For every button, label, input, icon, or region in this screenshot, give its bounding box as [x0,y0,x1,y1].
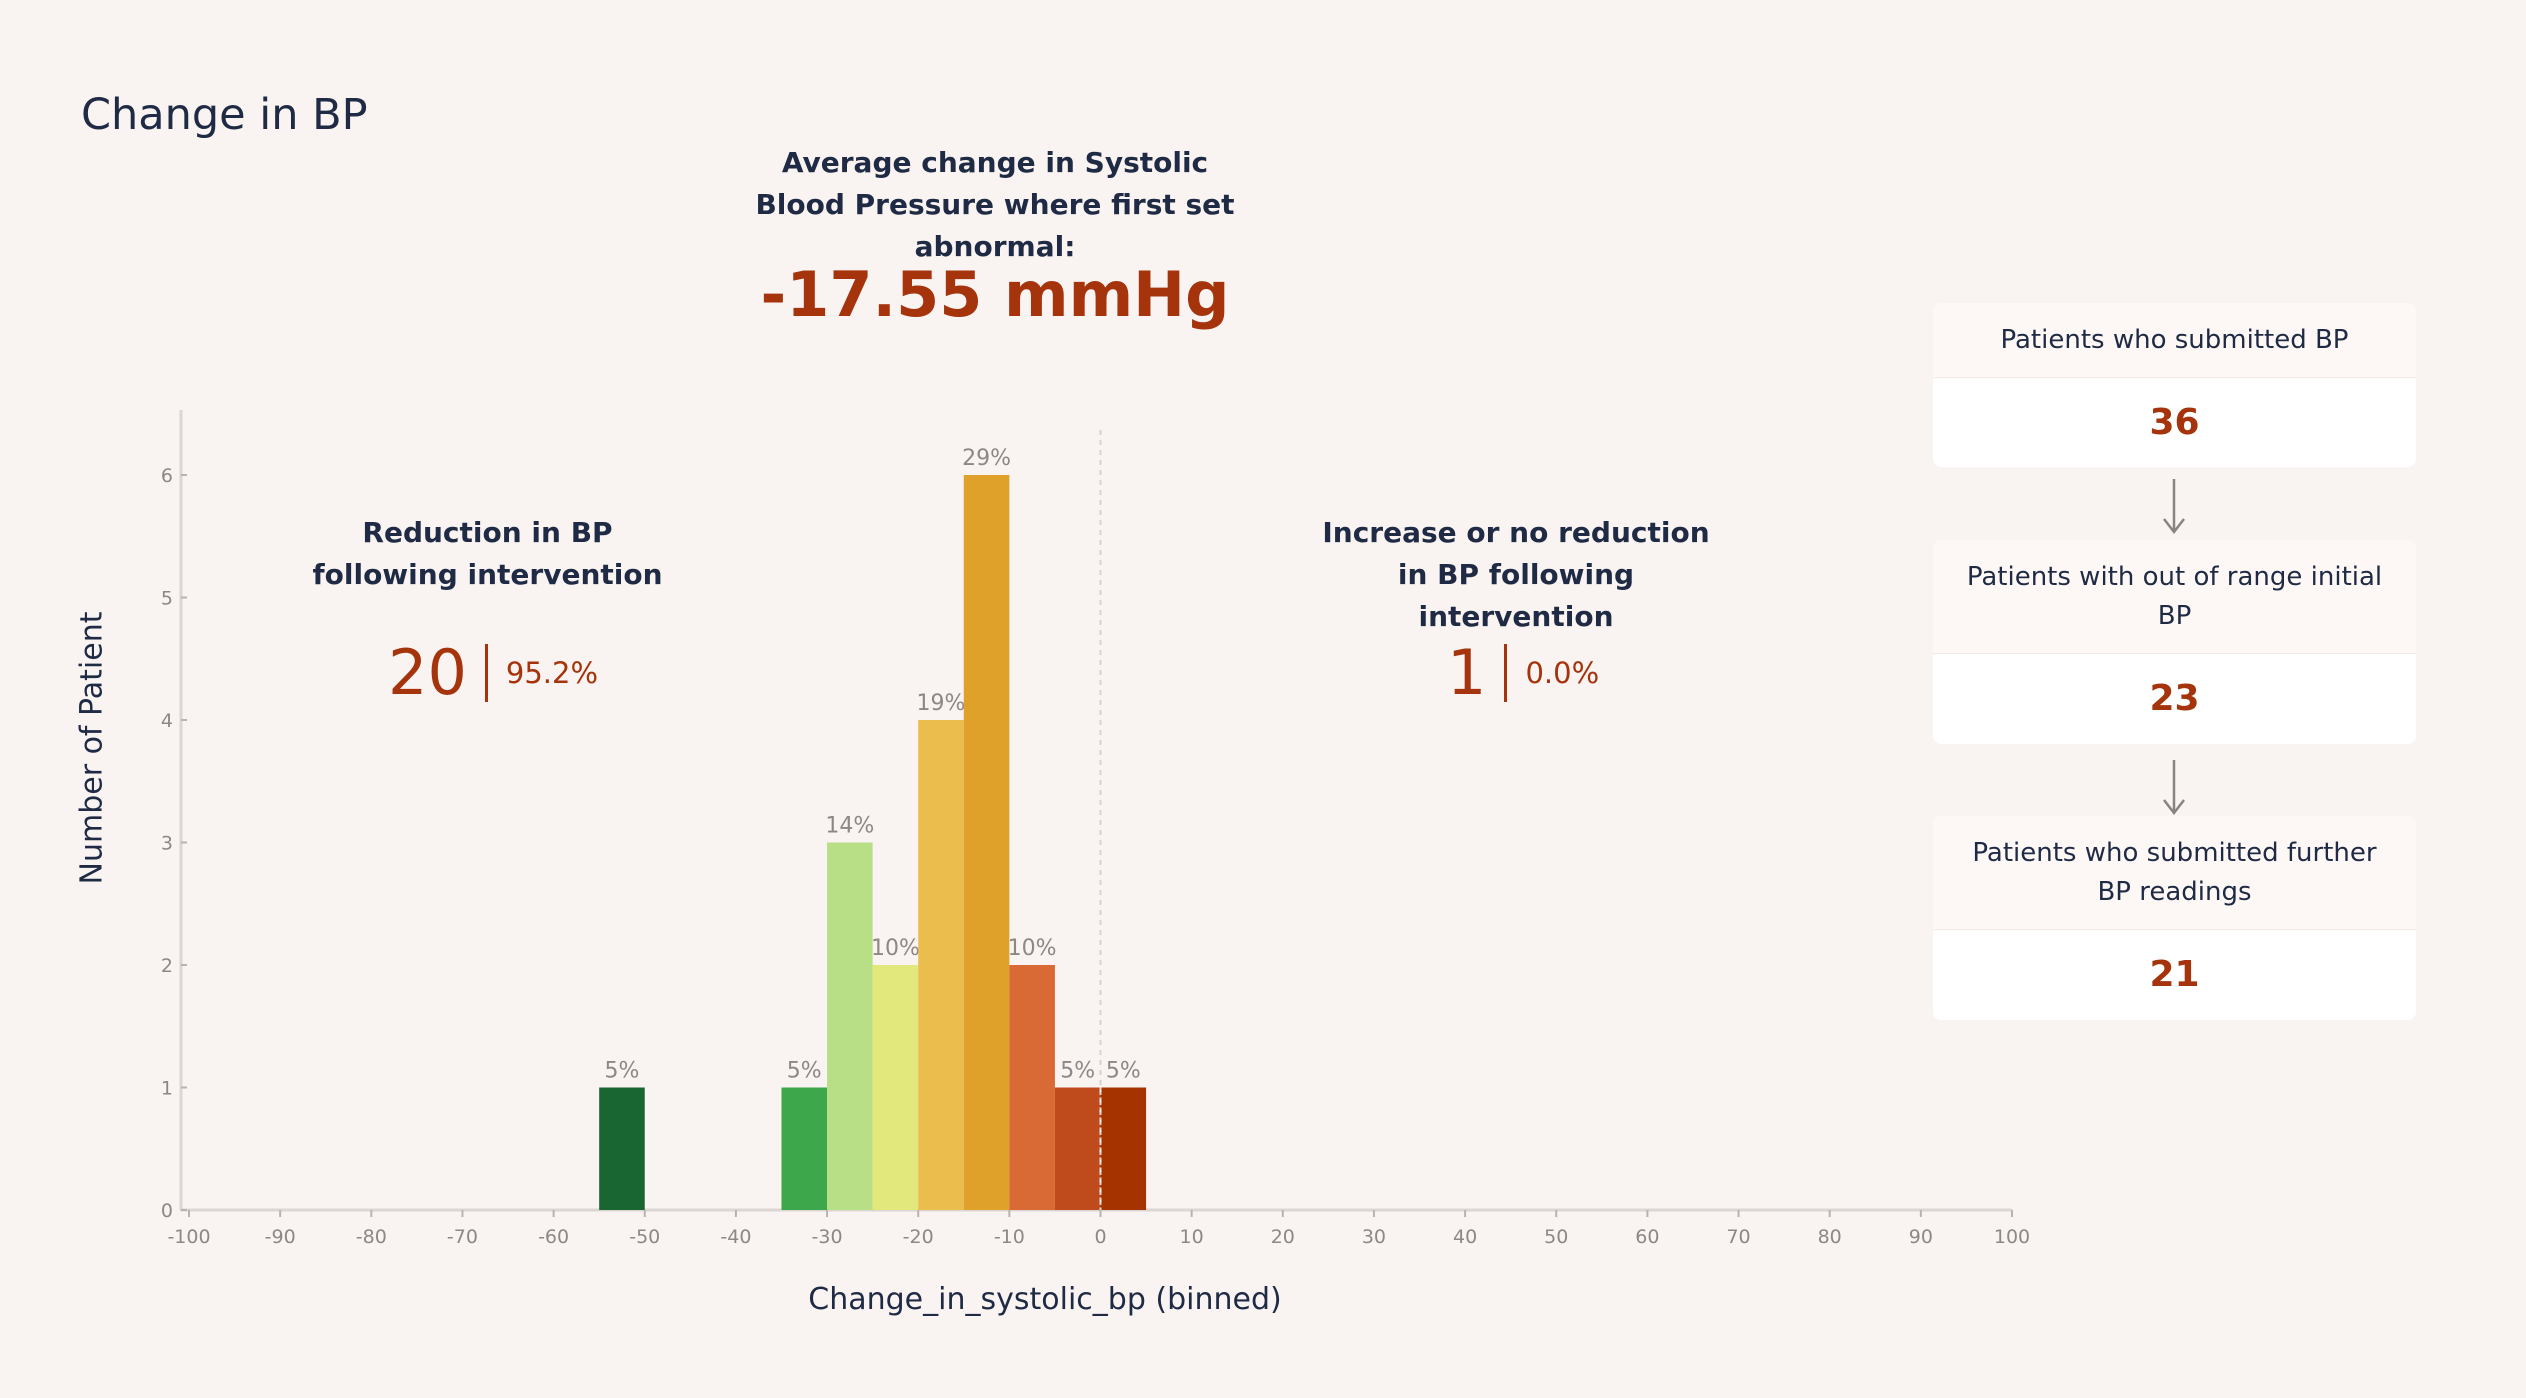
y-tick-label: 0 [161,1200,173,1222]
x-tick-label: 90 [1909,1226,1933,1248]
bar-percent-label: 14% [825,814,874,839]
average-change-label: Average change in Systolic Blood Pressur… [755,146,1235,263]
arrow-down-icon [2163,479,2185,535]
increase-stat: 1 0.0% [1447,636,1599,709]
y-tick-label: 6 [161,465,173,487]
x-tick-label: 30 [1362,1226,1386,1248]
bar-percent-label: 5% [1060,1059,1095,1084]
funnel-card-label: Patients who submitted further BP readin… [1933,816,2416,930]
funnel-card-out-of-range: Patients with out of range initial BP 23 [1933,540,2416,744]
x-tick-label: 50 [1544,1226,1568,1248]
funnel-card-further-readings: Patients who submitted further BP readin… [1933,816,2416,1020]
y-tick-label: 1 [161,1078,173,1100]
x-tick-label: -20 [903,1226,934,1248]
increase-count: 1 [1447,636,1487,709]
x-tick-label: 80 [1818,1226,1842,1248]
bar-percent-label: 5% [787,1059,822,1084]
bar-percent-label: 5% [1106,1059,1141,1084]
funnel-card-label: Patients who submitted BP [1933,303,2416,378]
x-tick-label: -70 [447,1226,478,1248]
histogram-bar [1054,1087,1101,1210]
histogram-bar [781,1087,828,1210]
x-tick-label: -100 [167,1226,210,1248]
reduction-group-label: Reduction in BP following intervention [312,516,663,591]
reduction-percent: 95.2% [505,655,599,690]
bar-percent-label: 5% [605,1059,640,1084]
x-tick-label: 60 [1635,1226,1659,1248]
x-axis-label: Change_in_systolic_bp (binned) [808,1282,1282,1317]
y-axis-label: Number of Patient [74,611,110,885]
reduction-count: 20 [388,636,467,709]
histogram-bar [827,842,873,1210]
histogram-bar [599,1087,645,1210]
funnel-card-submitted: Patients who submitted BP 36 [1933,303,2416,467]
x-tick-label: 20 [1271,1226,1295,1248]
bar-percent-label: 10% [1008,936,1057,961]
funnel-card-value: 36 [2149,401,2200,443]
y-tick-label: 4 [161,710,173,732]
funnel-card-value: 21 [2149,954,2200,995]
reduction-stat: 20 95.2% [388,636,598,709]
stat-divider [484,643,488,702]
x-tick-label: -40 [720,1226,751,1248]
x-tick-label: -90 [265,1226,296,1248]
x-tick-label: 40 [1453,1226,1477,1248]
bar-percent-label: 29% [962,446,1011,471]
histogram-bar [1009,965,1055,1210]
histogram-bar [963,475,1010,1210]
arrow-down-icon [2163,760,2185,816]
x-tick-label: -10 [994,1226,1025,1248]
x-tick-label: 70 [1726,1226,1750,1248]
x-tick-label: 10 [1180,1226,1204,1248]
x-tick-label: -30 [812,1226,843,1248]
x-tick-label: 0 [1094,1226,1106,1248]
histogram-bar [1100,1087,1147,1210]
x-tick-label: -60 [538,1226,569,1248]
increase-group-label: Increase or no reduction in BP following… [1322,516,1710,633]
average-change-value: -17.55 mmHg [760,258,1230,331]
funnel-card-value: 23 [2149,678,2200,719]
page-title: Change in BP [81,90,368,140]
increase-percent: 0.0% [1525,655,1600,690]
x-tick-label: 100 [1994,1226,2030,1248]
bar-percent-label: 10% [871,936,920,961]
histogram-bar [918,720,964,1210]
y-tick-label: 3 [161,833,173,855]
x-tick-label: -80 [356,1226,387,1248]
funnel-card-label: Patients with out of range initial BP [1933,540,2416,654]
x-tick-label: -50 [629,1226,660,1248]
histogram-bar [872,965,919,1210]
bar-percent-label: 19% [917,691,966,716]
y-tick-label: 2 [161,955,173,977]
stat-divider [1504,643,1508,702]
y-tick-label: 5 [161,588,173,610]
